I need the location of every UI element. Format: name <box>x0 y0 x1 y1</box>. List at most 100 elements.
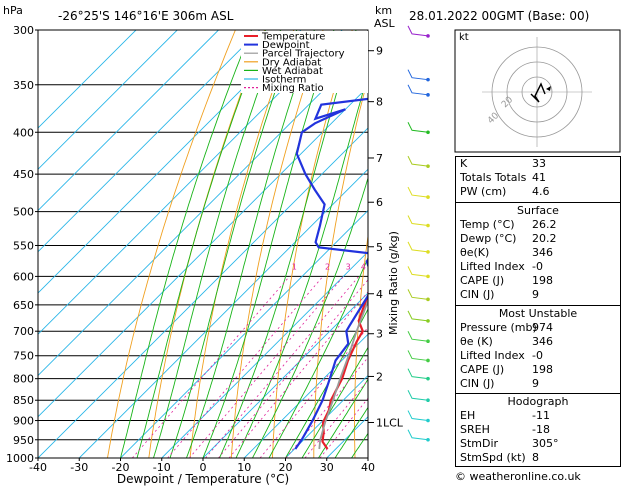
wind-barb <box>407 350 429 361</box>
parcel-trajectory-profile <box>318 298 368 450</box>
wind-station-dot <box>426 297 430 302</box>
surface-row: CIN (J) 9 <box>460 288 539 301</box>
dewpoint-profile <box>294 72 368 450</box>
surface-row: Temp (°C) 26.2 <box>460 218 557 231</box>
isotherm-line <box>285 374 368 458</box>
legend-label: Isotherm <box>262 75 306 86</box>
index-row: Totals Totals 41 <box>460 171 546 184</box>
hodograph-table-title: Hodograph <box>507 395 569 408</box>
wet-adiabat-line <box>153 30 282 458</box>
mixing-ratio-axis-label: Mixing Ratio (g/kg) <box>387 231 400 335</box>
hodograph-unit: kt <box>459 32 469 43</box>
isotherm-line <box>161 251 368 458</box>
temperature-tick-label: 10 <box>237 461 251 474</box>
most-unstable-row: θe (K) 346 <box>460 335 553 348</box>
x-axis-title: Dewpoint / Temperature (°C) <box>117 472 289 486</box>
wet-adiabat-line <box>334 406 368 458</box>
isotherm-line <box>38 30 137 129</box>
height-tick-label: 7 <box>376 152 383 165</box>
height-tick-label: 1LCL <box>376 417 404 430</box>
surface-row: CAPE (J) 198 <box>460 274 553 287</box>
mixing-ratio-line <box>259 326 368 458</box>
wet-adiabat-line <box>318 378 368 458</box>
legend-label: Parcel Trajectory <box>262 49 345 60</box>
dry-adiabat-line <box>107 30 236 458</box>
temperature-profile <box>321 292 368 450</box>
hodograph-row: EH -11 <box>460 409 550 422</box>
mixing-ratio-label: 15 <box>437 262 447 271</box>
mixing-ratio-line <box>218 279 368 458</box>
wind-barb <box>407 122 429 133</box>
most-unstable-table: Most Unstable Pressure (mb) 974 θe (K) 346… <box>455 305 621 394</box>
pressure-tick-label: 550 <box>13 239 34 252</box>
legend-label: Dewpoint <box>262 40 310 51</box>
temperature-tick-label: 40 <box>361 461 375 474</box>
pressure-tick-label: 300 <box>13 24 34 37</box>
pressure-tick-label: 900 <box>13 415 34 428</box>
hodograph-row: SREH -18 <box>460 423 550 436</box>
mixing-ratio-label: 5 <box>373 262 378 271</box>
most-unstable-row: CIN (J) 9 <box>460 377 539 390</box>
hodograph-trace <box>530 82 546 103</box>
legend-label: Mixing Ratio <box>262 83 324 94</box>
isotherm-line <box>38 30 219 212</box>
hodograph-table: Hodograph EH -11 SREH -18 StmDir 305° StmSp… <box>455 393 621 467</box>
wind-barb <box>407 330 429 342</box>
temperature-tick-label: -20 <box>112 461 130 474</box>
pressure-tick-label: 1000 <box>6 452 34 465</box>
copyright-footer: © weatheronline.co.uk <box>455 470 581 483</box>
legend-box <box>241 31 368 93</box>
height-tick-label: 4 <box>376 288 383 301</box>
km-unit-label: km <box>375 4 393 17</box>
mixing-ratio-line <box>131 276 290 458</box>
dry-adiabat-line <box>230 30 324 458</box>
mixing-ratio-line <box>167 276 324 458</box>
surface-row: Lifted Index -0 <box>460 260 543 273</box>
pressure-tick-label: 650 <box>13 299 34 312</box>
isotherm-line <box>202 292 368 458</box>
wet-adiabat-line <box>219 30 357 458</box>
wet-adiabat-line <box>252 176 368 458</box>
mixing-ratio-label: 2 <box>325 262 330 271</box>
surface-row: θe(K) 346 <box>460 246 553 259</box>
wind-barb <box>407 155 429 167</box>
wet-adiabat-line <box>186 30 315 458</box>
mixing-ratio-label: 10 <box>412 262 422 271</box>
isotherm-line <box>38 44 368 377</box>
indices-table: K 33 Totals Totals 41 PW (cm) 4.6 <box>455 156 621 203</box>
mixing-ratio-line <box>304 379 368 458</box>
isotherm-line <box>38 30 302 294</box>
height-tick-label: 5 <box>376 241 383 254</box>
wind-barb <box>407 390 429 401</box>
wind-barb <box>407 186 429 198</box>
isotherm-line <box>38 30 178 170</box>
datetime-title: 28.01.2022 00GMT (Base: 00) <box>409 9 590 23</box>
pressure-tick-label: 500 <box>13 206 34 219</box>
height-tick-label: 9 <box>376 45 383 58</box>
mixing-ratio-label: 1 <box>292 262 297 271</box>
wet-adiabat-line <box>235 72 368 458</box>
isotherm-line <box>38 30 261 253</box>
legend-label: Temperature <box>261 32 325 43</box>
temperature-tick-label: 20 <box>279 461 293 474</box>
surface-table: Surface Temp (°C) 26.2 Dewp (°C) 20.2 θe(K… <box>455 202 621 306</box>
temperature-tick-label: 0 <box>200 461 207 474</box>
storm-motion-arrow <box>546 86 551 91</box>
height-tick-label: 6 <box>376 196 383 209</box>
wind-barb <box>407 266 429 277</box>
dry-adiabat-line <box>354 233 368 458</box>
wind-barb <box>407 241 429 253</box>
surface-title: Surface <box>517 204 559 217</box>
temperature-tick-label: -10 <box>153 461 171 474</box>
pressure-tick-label: 350 <box>13 79 34 92</box>
mixing-ratio-line <box>228 291 368 458</box>
wind-barb <box>407 25 429 37</box>
wet-adiabat-line <box>120 30 252 458</box>
isotherm-line <box>38 30 343 335</box>
mixing-ratio-label: 4 <box>361 262 366 271</box>
wet-adiabat-line <box>136 30 267 458</box>
wind-barb <box>407 84 429 96</box>
pressure-tick-label: 800 <box>13 373 34 386</box>
